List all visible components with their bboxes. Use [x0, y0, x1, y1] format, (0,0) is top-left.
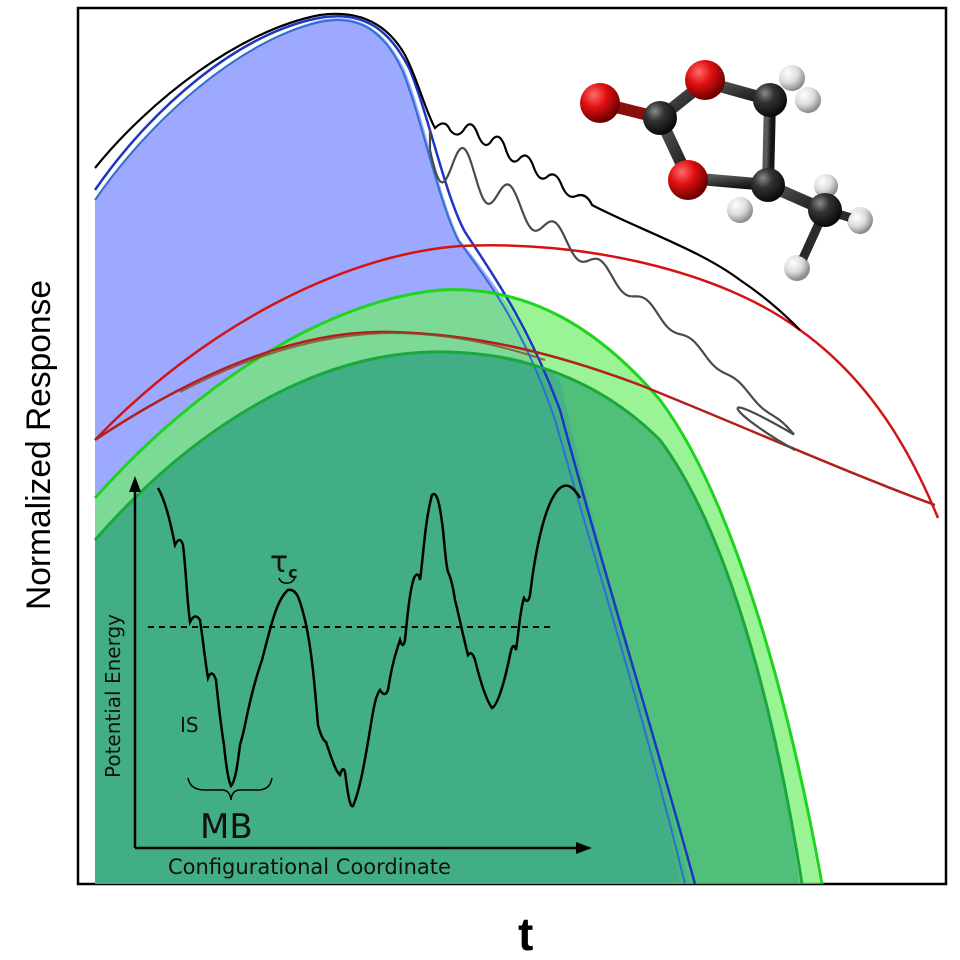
tau-brace — [278, 577, 296, 584]
blue-line-inner — [94, 19, 686, 884]
propylene-carbonate-molecule-icon — [580, 60, 873, 281]
mb-brace — [187, 777, 273, 801]
tau-label: τc — [270, 545, 298, 582]
black-line-main — [94, 12, 801, 331]
tau-symbol: τ — [270, 545, 288, 580]
inset-x-axis-label: Configurational Coordinate — [168, 855, 451, 879]
tau-subscript: c — [288, 563, 297, 582]
green-line-inner — [93, 350, 804, 884]
inset-energy-curve — [156, 484, 582, 808]
red-line-main — [94, 244, 940, 519]
teal-fill-area — [95, 351, 680, 884]
is-label: IS — [180, 713, 199, 737]
mb-label: MB — [200, 807, 253, 847]
plot-area — [93, 12, 940, 884]
inset-y-arrowhead — [129, 476, 141, 492]
x-axis-label: t — [518, 908, 533, 960]
inset-x-arrowhead — [576, 842, 592, 854]
y-axis-label: Normalized Response — [20, 280, 58, 610]
inset-y-axis-label: Potential Energy — [101, 614, 125, 778]
brown-line — [179, 331, 546, 393]
blue-line-outer — [93, 14, 697, 884]
grey-oscillating-line — [428, 130, 796, 451]
energy-landscape-inset: τc IS MB Configurational Coordinate Pote… — [101, 476, 592, 879]
